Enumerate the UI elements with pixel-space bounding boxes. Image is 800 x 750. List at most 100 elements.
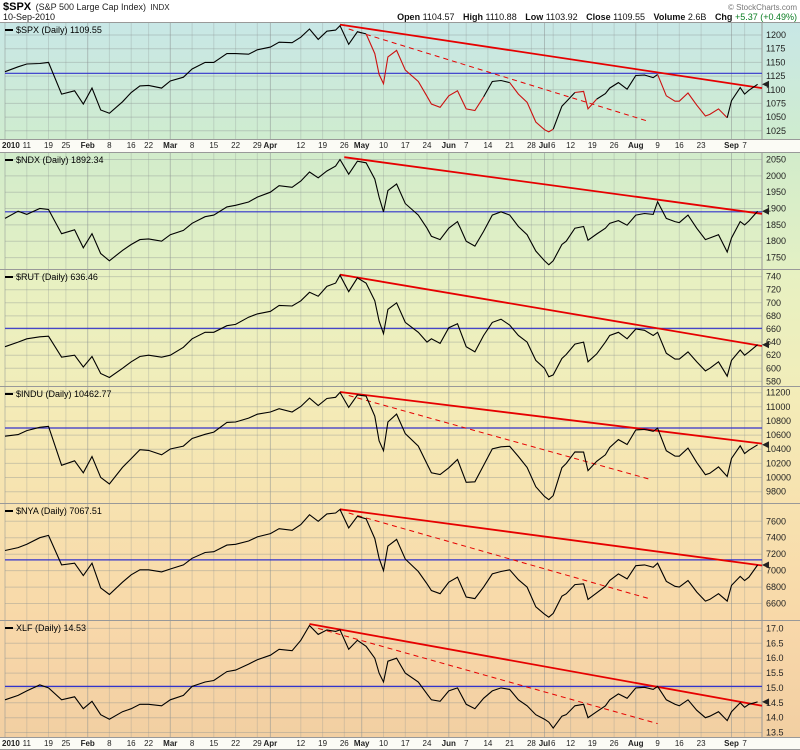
x-axis-tick-label: 19 — [44, 739, 53, 748]
svg-text:1050: 1050 — [766, 112, 786, 122]
panel-nya: 6600 6800 7000 7200 7400 7600 $NYA (Daily) 70… — [0, 503, 800, 620]
x-axis-tick-label: 6 — [550, 739, 556, 748]
svg-text:620: 620 — [766, 350, 781, 360]
svg-text:10000: 10000 — [766, 473, 791, 483]
svg-text:740: 740 — [766, 272, 781, 282]
ndx-price-chart: 1750 1800 1850 1900 1950 2000 2050 — [0, 153, 800, 269]
x-axis-tick-label: 22 — [144, 739, 154, 748]
svg-text:7600: 7600 — [766, 516, 786, 526]
x-axis-tick-label: 7 — [742, 141, 747, 150]
high-value: 1110.88 — [485, 12, 517, 22]
svg-text:15.0: 15.0 — [766, 683, 784, 693]
x-axis-tick-label: 16 — [126, 739, 136, 748]
x-axis-tick-label: Jul — [538, 141, 551, 150]
svg-text:1100: 1100 — [766, 85, 785, 95]
x-axis-tick-label: 26 — [339, 739, 349, 748]
x-axis-tick-label: 16 — [674, 739, 684, 748]
panel-ndx: 1750 1800 1850 1900 1950 2000 2050 $NDX (Daily… — [0, 152, 800, 269]
svg-text:2050: 2050 — [766, 155, 786, 165]
x-axis-tick-label: 14 — [483, 141, 493, 150]
x-axis-tick-label: 16 — [674, 141, 684, 150]
x-axis-tick-label: 9 — [655, 141, 660, 150]
x-axis-tick-label: 16 — [126, 141, 136, 150]
open-label: Open — [397, 12, 421, 22]
svg-text:11000: 11000 — [766, 402, 790, 412]
x-axis-tick-label: 14 — [483, 739, 493, 748]
open-value: 1104.57 — [422, 12, 455, 22]
x-axis-tick-label: Sep — [724, 141, 739, 150]
x-axis-tick-label: Aug — [628, 739, 644, 748]
svg-text:10400: 10400 — [766, 444, 791, 454]
symbol-description: (S&P 500 Large Cap Index) — [35, 2, 146, 12]
x-axis-tick-label: 12 — [566, 739, 576, 748]
svg-text:15.5: 15.5 — [766, 668, 784, 678]
svg-text:720: 720 — [766, 285, 781, 295]
svg-text:1750: 1750 — [766, 253, 786, 263]
panel-label-text: XLF (Daily) 14.53 — [16, 623, 87, 633]
indu-price-chart: 9800 10000 10200 10400 10600 10800 11000 11200 — [0, 387, 800, 503]
svg-text:10800: 10800 — [766, 416, 791, 426]
x-axis-tick-label: Jun — [441, 739, 456, 748]
svg-text:660: 660 — [766, 324, 781, 334]
x-axis-tick-label: 19 — [44, 141, 53, 150]
change-value: +5.37 (+0.49%) — [734, 12, 797, 22]
x-axis-tick-label: Mar — [163, 739, 178, 748]
copyright-notice: © StockCharts.com — [727, 3, 797, 12]
panel-label-text: $SPX (Daily) 1109.55 — [16, 25, 102, 35]
svg-text:9800: 9800 — [766, 487, 786, 497]
x-axis-tick-label: 28 — [526, 739, 536, 748]
close-value: 1109.55 — [613, 12, 646, 22]
panel-label-nya: $NYA (Daily) 7067.51 — [5, 506, 102, 516]
legend-dash-icon — [5, 392, 13, 395]
x-axis-tick-label: 15 — [209, 739, 219, 748]
svg-text:1075: 1075 — [766, 98, 786, 108]
symbol-exchange: INDX — [150, 3, 170, 12]
x-axis-tick-label: Sep — [724, 739, 739, 748]
svg-text:640: 640 — [766, 337, 781, 347]
chart-date: 10-Sep-2010 — [3, 12, 56, 22]
low-value: 1103.92 — [545, 12, 578, 22]
panel-label-spx: $SPX (Daily) 1109.55 — [5, 25, 102, 35]
svg-text:580: 580 — [766, 376, 781, 386]
svg-text:700: 700 — [766, 298, 781, 308]
x-axis-tick-label: 22 — [231, 141, 241, 150]
x-axis-tick-label: 10 — [379, 141, 388, 150]
x-axis-tick-label: Jul — [538, 739, 551, 748]
svg-text:11200: 11200 — [766, 388, 790, 398]
x-axis-tick-label: 23 — [696, 739, 706, 748]
x-axis-tick-label: 19 — [587, 141, 597, 150]
x-axis-tick-label: 8 — [189, 141, 195, 150]
svg-text:1800: 1800 — [766, 236, 786, 246]
panel-label-text: $NDX (Daily) 1892.34 — [16, 155, 104, 165]
x-axis-tick-label: 7 — [742, 739, 747, 748]
x-axis-tick-label: 21 — [505, 739, 515, 748]
x-axis-tick-label: 19 — [587, 739, 597, 748]
x-axis-tick-label: 17 — [400, 739, 410, 748]
x-axis-tick-label: 24 — [422, 141, 432, 150]
x-axis-tick-label: 8 — [107, 141, 112, 150]
panel-spx: 1025 1050 1075 1100 1125 1150 1175 1200 $SPX (D… — [0, 22, 800, 139]
x-axis-tick-label: Apr — [263, 141, 278, 150]
legend-dash-icon — [5, 509, 13, 512]
x-axis-tick-label: 10 — [379, 739, 388, 748]
svg-text:13.5: 13.5 — [766, 728, 784, 738]
x-axis-tick-label: Feb — [80, 739, 95, 748]
x-axis-tick-label: 8 — [107, 739, 112, 748]
panel-rut: 580 600 620 640 660 680 700 720 740 $RUT (Daily)… — [0, 269, 800, 386]
x-axis-top: 2010 11 19 25 Feb 8 16 22 Mar 8 15 22 29 Apr 12 19 26 May… — [0, 139, 800, 152]
low-label: Low — [525, 12, 544, 22]
svg-text:7000: 7000 — [766, 566, 786, 576]
x-axis-tick-label: 8 — [189, 739, 195, 748]
nya-price-chart: 6600 6800 7000 7200 7400 7600 — [0, 504, 800, 620]
x-axis-tick-label: 28 — [526, 141, 536, 150]
panel-xlf: 13.5 14.0 14.5 15.0 15.5 16.0 16.5 17.0 XLF (Da… — [0, 620, 800, 737]
x-axis-tick-label: 11 — [22, 141, 31, 150]
svg-text:2000: 2000 — [766, 171, 786, 181]
volume-value: 2.6B — [687, 12, 707, 22]
svg-text:6800: 6800 — [766, 582, 786, 592]
x-axis-tick-label: 6 — [550, 141, 556, 150]
svg-text:6600: 6600 — [766, 599, 786, 609]
svg-text:16.5: 16.5 — [766, 638, 784, 648]
svg-text:1150: 1150 — [766, 57, 785, 67]
x-axis-tick-label: Apr — [263, 739, 278, 748]
